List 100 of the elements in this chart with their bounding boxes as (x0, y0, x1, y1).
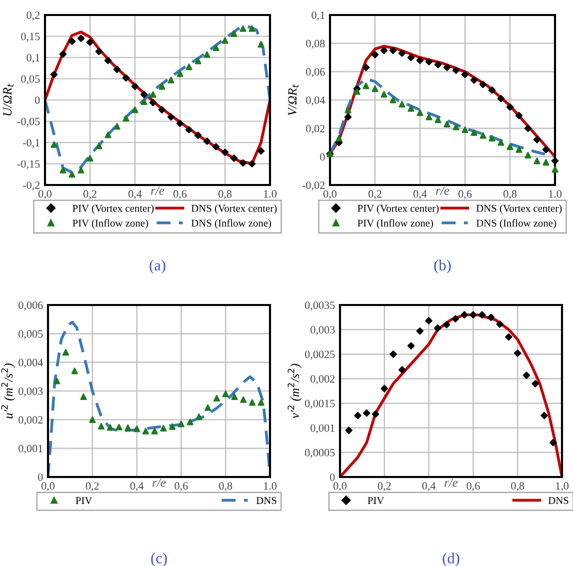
point (230, 30, 238, 37)
point (50, 141, 58, 148)
point (212, 44, 220, 52)
point (194, 132, 202, 139)
legend-label: PIV (Inflow zone) (358, 219, 434, 229)
point (142, 428, 149, 434)
point (150, 91, 156, 98)
legend-label: PIV (Vortex center) (72, 204, 154, 214)
y-tick-label: 0 (35, 96, 40, 104)
point (158, 106, 166, 114)
legend-label: PIV (Inflow zone) (72, 219, 148, 229)
y-tick-label: 0,04 (306, 96, 325, 106)
point (534, 158, 540, 164)
point (114, 123, 120, 130)
point (551, 157, 559, 165)
x-tick-label: 0,6 (458, 190, 472, 200)
point (470, 76, 478, 84)
y-tick-label: 0,0005 (305, 448, 335, 458)
point (479, 80, 487, 88)
point (444, 120, 450, 128)
x-tick-label: 0,4 (130, 482, 144, 492)
point (496, 320, 504, 328)
y-tick-label: 0 (320, 153, 325, 161)
point (380, 46, 388, 54)
point (452, 124, 460, 130)
x-tick-label: 0,0 (38, 190, 52, 200)
text: (b) (434, 260, 451, 274)
point (407, 342, 415, 350)
point (160, 424, 167, 432)
x-tick-label: 1.0 (264, 190, 277, 198)
y-tick-label: -0,15 (17, 160, 40, 170)
x-tick-label: 0,6 (173, 190, 187, 200)
point (506, 143, 514, 150)
y-tick-label: 0,006 (18, 301, 43, 311)
point (185, 126, 193, 134)
x-tick-label: 0,8 (219, 482, 232, 492)
point (452, 66, 460, 74)
point (425, 317, 432, 324)
point (372, 85, 378, 92)
point (122, 74, 130, 82)
point (497, 94, 505, 102)
x-axis-title: r/e (152, 478, 166, 487)
text: (a) (150, 260, 166, 274)
y-tick-label: 0,0035 (305, 301, 335, 311)
x-tick-label: 0,2 (86, 482, 99, 492)
point (505, 333, 512, 341)
point (344, 106, 352, 114)
point (407, 54, 415, 62)
y-axis-title: v'$^{2}$ (m$^{2}$/s$^{2}$) (288, 364, 302, 418)
point (362, 82, 370, 90)
point (222, 37, 228, 44)
legend-label: DNS (Vortex center) (476, 204, 562, 214)
y-axis-title: V/ΩR$_{t}$ (288, 84, 299, 116)
point (443, 64, 451, 72)
point (408, 105, 414, 112)
point (434, 60, 442, 68)
point (480, 132, 486, 139)
y-tick-label: 0 (38, 473, 43, 481)
point (104, 56, 112, 64)
point (204, 51, 210, 58)
point (354, 88, 360, 95)
y-tick-label: 0,005 (18, 330, 43, 340)
point (71, 368, 78, 374)
point (389, 46, 397, 54)
point (106, 424, 114, 431)
point (498, 139, 504, 146)
point (196, 414, 202, 420)
point (149, 98, 157, 106)
x-tick-label: 1.0 (549, 190, 562, 198)
x-tick-label: 0,8 (511, 482, 524, 492)
x-tick-label: 0,2 (378, 482, 391, 492)
point (533, 136, 541, 144)
x-tick-label: 0,4 (413, 190, 427, 200)
point (186, 418, 194, 426)
y-tick-label: 0,001 (310, 424, 334, 434)
y-tick-label: 0,2 (26, 11, 40, 21)
point (461, 70, 469, 78)
legend-label: DNS (Vortex center) (191, 204, 277, 214)
point (542, 146, 550, 154)
point (390, 96, 396, 104)
text: (d) (442, 552, 460, 566)
point (426, 114, 432, 120)
point (54, 378, 60, 384)
y-tick-label: 0,004 (18, 358, 43, 368)
point (212, 143, 220, 150)
x-tick-label: 0,2 (368, 190, 382, 200)
point (372, 410, 380, 418)
point (506, 103, 514, 111)
point (532, 380, 539, 388)
y-tick-label: -0,05 (17, 118, 40, 127)
point (168, 76, 174, 84)
x-tick-label: 0,8 (218, 190, 232, 200)
point (62, 349, 70, 356)
point (257, 147, 265, 155)
point (248, 399, 256, 406)
y-tick-label: 0,003 (18, 387, 43, 397)
point (248, 160, 256, 168)
point (169, 423, 176, 430)
y-tick-label: 0,06 (306, 68, 325, 78)
point (60, 166, 66, 174)
